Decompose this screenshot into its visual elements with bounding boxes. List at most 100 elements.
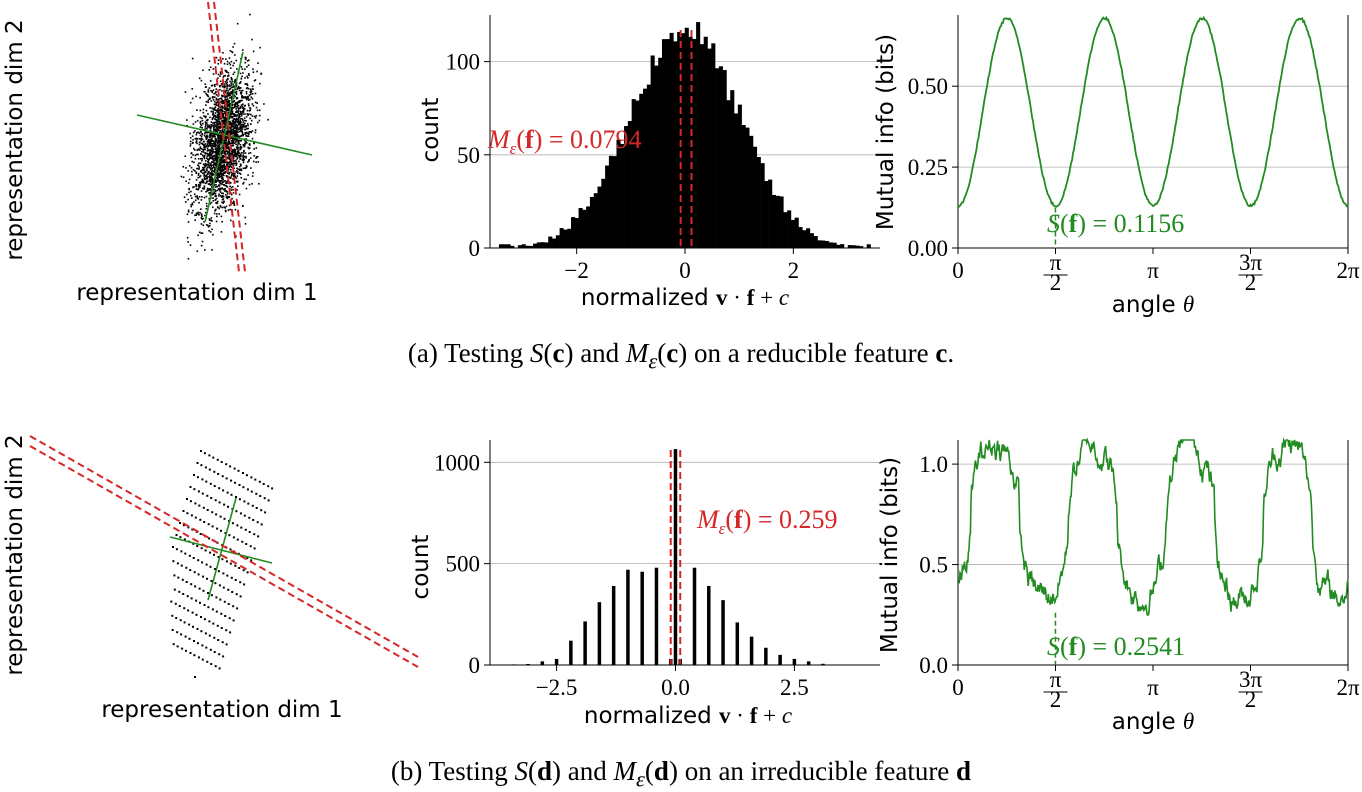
scatter-point: [201, 187, 204, 190]
hist-bar: [707, 585, 711, 665]
hist-bar: [721, 600, 725, 665]
scatter-point: [209, 176, 212, 178]
x-axis-label: angle θ: [1112, 709, 1194, 735]
principal-axis-line: [207, 497, 237, 601]
scatter-point: [241, 49, 244, 51]
scatter-point: [236, 22, 239, 25]
scatter-point: [189, 140, 192, 143]
scatter-point: [191, 115, 194, 118]
scatter-point: [201, 196, 203, 198]
scatter-point: [244, 61, 247, 64]
scatter-point: [232, 133, 234, 135]
scatter-point: [227, 129, 230, 132]
scatter-point: [235, 154, 237, 156]
scatter-point: [246, 488, 249, 491]
scatter-point: [197, 559, 200, 562]
scatter-point: [205, 136, 208, 138]
scatter-point: [244, 528, 247, 531]
scatter-point: [204, 128, 206, 130]
scatter-point: [215, 159, 218, 161]
scatter-point: [224, 108, 227, 110]
s-annotation-sym: S: [1047, 209, 1060, 238]
scatter-point: [185, 581, 188, 583]
scatter-point: [225, 643, 228, 646]
scatter-point: [208, 162, 210, 164]
scatter-point: [224, 170, 227, 173]
scatter-point: [218, 136, 220, 138]
scatter-point: [218, 169, 221, 172]
scatter-point: [208, 69, 211, 71]
scatter-point: [226, 96, 228, 98]
scatter-point: [235, 111, 238, 114]
scatter-point: [207, 183, 210, 185]
scatter-point: [244, 104, 246, 107]
scatter-point: [208, 166, 211, 169]
scatter-point: [236, 97, 239, 99]
scatter-point: [223, 600, 226, 603]
scatter-point: [227, 109, 230, 111]
scatter-point: [212, 108, 215, 111]
scatter-point: [259, 495, 262, 497]
scatter-point: [214, 181, 217, 183]
scatter-point: [197, 157, 200, 160]
scatter-point: [232, 73, 235, 75]
scatter-point: [216, 170, 218, 173]
scatter-point: [204, 124, 207, 127]
scatter-point: [219, 163, 222, 166]
scatter-point: [235, 128, 238, 131]
scatter-point: [195, 188, 198, 190]
scatter-point: [220, 152, 223, 155]
scatter-point: [227, 131, 229, 134]
scatter-point: [216, 527, 219, 530]
scatter-point: [247, 146, 249, 149]
scatter-point: [222, 120, 224, 122]
scatter-point: [226, 195, 228, 198]
scatter-point: [198, 166, 200, 168]
scatter-point: [226, 164, 229, 167]
scatter-point: [215, 109, 217, 112]
scatter-point: [213, 84, 216, 86]
scatter-point: [228, 62, 231, 64]
scatter-point: [203, 187, 206, 189]
scatter-point: [204, 126, 207, 128]
scatter-point: [242, 154, 245, 156]
scatter-point: [226, 147, 228, 149]
scatter-point: [234, 149, 237, 151]
scatter-point: [208, 229, 210, 232]
scatter-point: [254, 101, 257, 104]
scatter-point: [194, 676, 196, 678]
scatter-point: [240, 113, 242, 115]
scatter-point: [248, 147, 251, 149]
scatter-point: [245, 91, 248, 93]
scatter-point: [262, 483, 265, 485]
scatter-point: [231, 137, 234, 140]
scatter-point: [255, 156, 258, 158]
scatter-point: [218, 487, 221, 490]
hist-bar: [778, 654, 782, 665]
scatter-point: [221, 195, 224, 198]
scatter-point: [172, 560, 175, 563]
scatter-point: [238, 120, 241, 123]
scatter-point: [231, 107, 234, 110]
scatter-point: [231, 93, 234, 95]
scatter-point: [249, 131, 252, 133]
scatter-point: [236, 156, 239, 159]
caption-b: (b) Testing S(d) and Mε(d) on an irreduc…: [390, 756, 972, 792]
scatter-point: [199, 126, 202, 128]
scatter-point: [212, 122, 214, 124]
y-tick-label: 0.25: [908, 155, 948, 180]
scatter-point: [220, 215, 223, 218]
y-tick-label: 0.5: [919, 553, 948, 578]
scatter-point: [209, 177, 212, 179]
scatter-point: [216, 150, 218, 153]
scatter-point: [212, 89, 215, 91]
caption-a-eps: ε: [648, 348, 658, 374]
scatter-point: [220, 97, 223, 100]
scatter-point: [232, 115, 235, 117]
scatter-point: [240, 155, 242, 158]
scatter-point: [217, 73, 220, 76]
scatter-point: [243, 583, 246, 586]
scatter-point: [233, 99, 236, 102]
scatter-point: [205, 177, 207, 180]
